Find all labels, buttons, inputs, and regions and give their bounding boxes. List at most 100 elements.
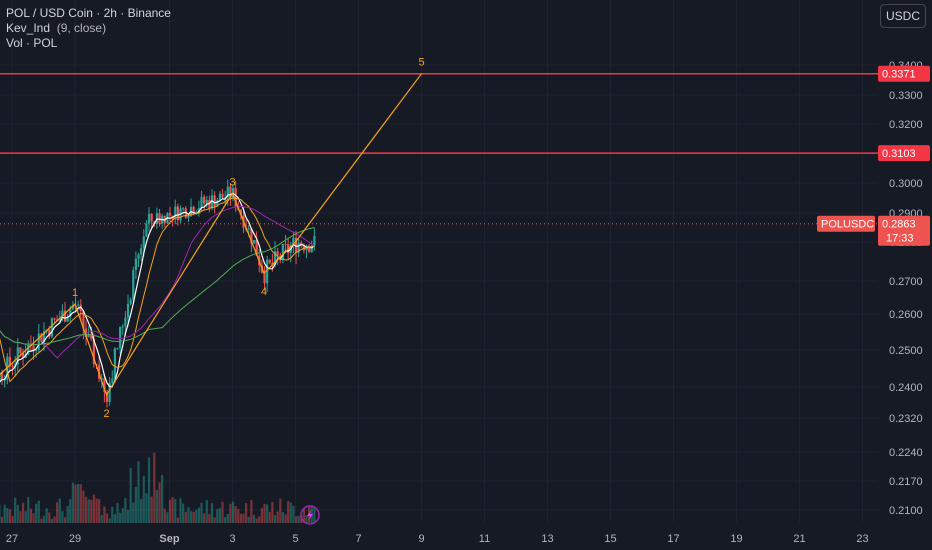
wave-label-3: 3 bbox=[229, 177, 235, 189]
volume-bar bbox=[8, 509, 11, 523]
candle-body bbox=[11, 365, 14, 368]
candle-body bbox=[302, 245, 305, 251]
candle-body bbox=[98, 364, 101, 379]
candle-body bbox=[16, 347, 19, 365]
volume-bar bbox=[142, 475, 145, 523]
volume-bar bbox=[16, 504, 19, 523]
volume-bar bbox=[161, 474, 164, 523]
volume-bar bbox=[105, 513, 109, 523]
moving-averages bbox=[0, 192, 315, 388]
volume-bar bbox=[237, 509, 240, 523]
candle-body bbox=[276, 251, 279, 256]
volume-bar bbox=[100, 515, 103, 523]
lightning-icon[interactable] bbox=[300, 505, 320, 525]
candle-body bbox=[266, 259, 269, 284]
volume-bar bbox=[218, 508, 221, 523]
volume-bar bbox=[3, 504, 6, 523]
volume-bar bbox=[92, 494, 95, 523]
volume-bar bbox=[166, 512, 169, 523]
x-tick-label: 17 bbox=[667, 533, 679, 545]
volume-bar bbox=[297, 515, 300, 523]
currency-button[interactable]: USDC bbox=[880, 4, 926, 28]
volume-bar bbox=[155, 490, 158, 523]
volume-bar bbox=[247, 516, 250, 523]
volume-bar bbox=[66, 505, 69, 523]
volume-bar bbox=[132, 502, 135, 523]
candle-body bbox=[200, 196, 203, 209]
candle-body bbox=[208, 200, 211, 209]
x-tick-label: 19 bbox=[730, 533, 742, 545]
candle-body bbox=[87, 333, 90, 338]
candle-body bbox=[77, 304, 80, 306]
y-tick-label: 0.3000 bbox=[889, 178, 923, 190]
candle-body bbox=[71, 305, 74, 310]
volume-bar bbox=[87, 499, 90, 523]
x-tick-label: 9 bbox=[418, 533, 424, 545]
time-axis[interactable]: 27 29 Sep 3 5 7 9 11 13 15 17 19 21 23 bbox=[6, 533, 869, 545]
volume-row[interactable]: Vol · POL bbox=[6, 36, 58, 50]
symbol-tag-box bbox=[817, 215, 875, 232]
candle-body bbox=[297, 242, 300, 253]
candle-body bbox=[129, 299, 132, 304]
volume-bar bbox=[289, 502, 292, 523]
y-tick-label: 0.2170 bbox=[889, 476, 923, 488]
symbol-title[interactable]: POL / USD Coin · 2h · Binance bbox=[6, 6, 171, 20]
volume-bar bbox=[216, 509, 219, 523]
volume-bar bbox=[242, 513, 245, 523]
volume-bar bbox=[21, 502, 25, 523]
candlesticks bbox=[0, 179, 316, 408]
candle-body bbox=[27, 344, 30, 355]
candle-body bbox=[216, 200, 219, 207]
price-axis[interactable]: 0.34000.33000.32000.31000.30000.29000.28… bbox=[889, 60, 923, 517]
resistance-2-label-box bbox=[878, 145, 930, 162]
volume-bar bbox=[268, 511, 271, 523]
candle-body bbox=[229, 186, 232, 198]
candle-body bbox=[313, 236, 316, 247]
candle-body bbox=[126, 303, 130, 318]
ma-mid-line bbox=[0, 197, 315, 383]
candle-body bbox=[247, 228, 250, 230]
volume-bar bbox=[200, 502, 203, 523]
candle-body bbox=[192, 206, 195, 215]
volume-bar bbox=[24, 511, 27, 523]
volume-bar bbox=[213, 517, 216, 523]
candle-body bbox=[134, 258, 137, 270]
volume-bar bbox=[77, 483, 80, 523]
candle-body bbox=[205, 200, 208, 204]
volume-bar bbox=[226, 513, 229, 523]
volume-bar bbox=[302, 508, 305, 523]
volume-bar bbox=[192, 511, 195, 523]
candle-body bbox=[252, 240, 256, 244]
candle-body bbox=[111, 378, 114, 383]
indicator-params: (9, close) bbox=[56, 21, 107, 35]
volume-bar bbox=[32, 513, 35, 523]
resistance-lines bbox=[0, 72, 878, 225]
resistance-1-label: 0.3371 bbox=[882, 69, 916, 81]
candle-body bbox=[61, 310, 64, 319]
indicator-name: Kev_Ind bbox=[6, 21, 51, 35]
volume-bar bbox=[245, 503, 248, 523]
volume-bar bbox=[58, 498, 61, 523]
volume-bar bbox=[174, 498, 177, 523]
candle-body bbox=[281, 243, 284, 260]
volume-bar bbox=[14, 497, 17, 523]
candle-body bbox=[119, 326, 122, 349]
indicator-row[interactable]: Kev_Ind (9, close) bbox=[6, 21, 171, 36]
volume-bar bbox=[189, 511, 193, 523]
volume-bars bbox=[0, 452, 316, 523]
candle-body bbox=[63, 310, 67, 322]
candle-body bbox=[308, 245, 311, 253]
volume-bar bbox=[287, 501, 290, 523]
wave-label-4: 4 bbox=[261, 286, 267, 298]
volume-bar bbox=[103, 506, 106, 523]
volume-bar bbox=[134, 486, 137, 523]
candle-body bbox=[271, 262, 274, 265]
volume-bar bbox=[224, 517, 227, 523]
y-tick-label: 0.3200 bbox=[889, 119, 923, 131]
candle-body bbox=[147, 213, 151, 224]
volume-bar bbox=[50, 518, 53, 523]
y-tick-label: 0.2600 bbox=[889, 309, 923, 321]
volume-bar bbox=[82, 490, 85, 523]
volume-bar bbox=[69, 499, 72, 523]
